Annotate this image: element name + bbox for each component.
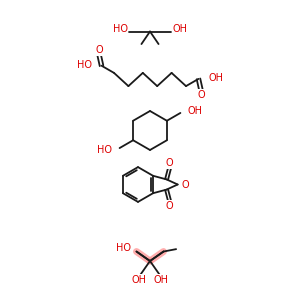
- Text: O: O: [166, 201, 173, 211]
- Text: OH: OH: [208, 73, 223, 83]
- Text: OH: OH: [131, 275, 146, 285]
- Text: OH: OH: [172, 24, 188, 34]
- Text: O: O: [166, 158, 173, 168]
- Text: OH: OH: [154, 275, 169, 285]
- Text: O: O: [197, 89, 205, 100]
- Text: HO: HO: [77, 60, 92, 70]
- Text: O: O: [95, 45, 103, 55]
- Text: OH: OH: [188, 106, 203, 116]
- Text: HO: HO: [97, 145, 112, 155]
- Text: HO: HO: [112, 24, 128, 34]
- Text: HO: HO: [116, 243, 131, 253]
- Text: O: O: [181, 179, 189, 190]
